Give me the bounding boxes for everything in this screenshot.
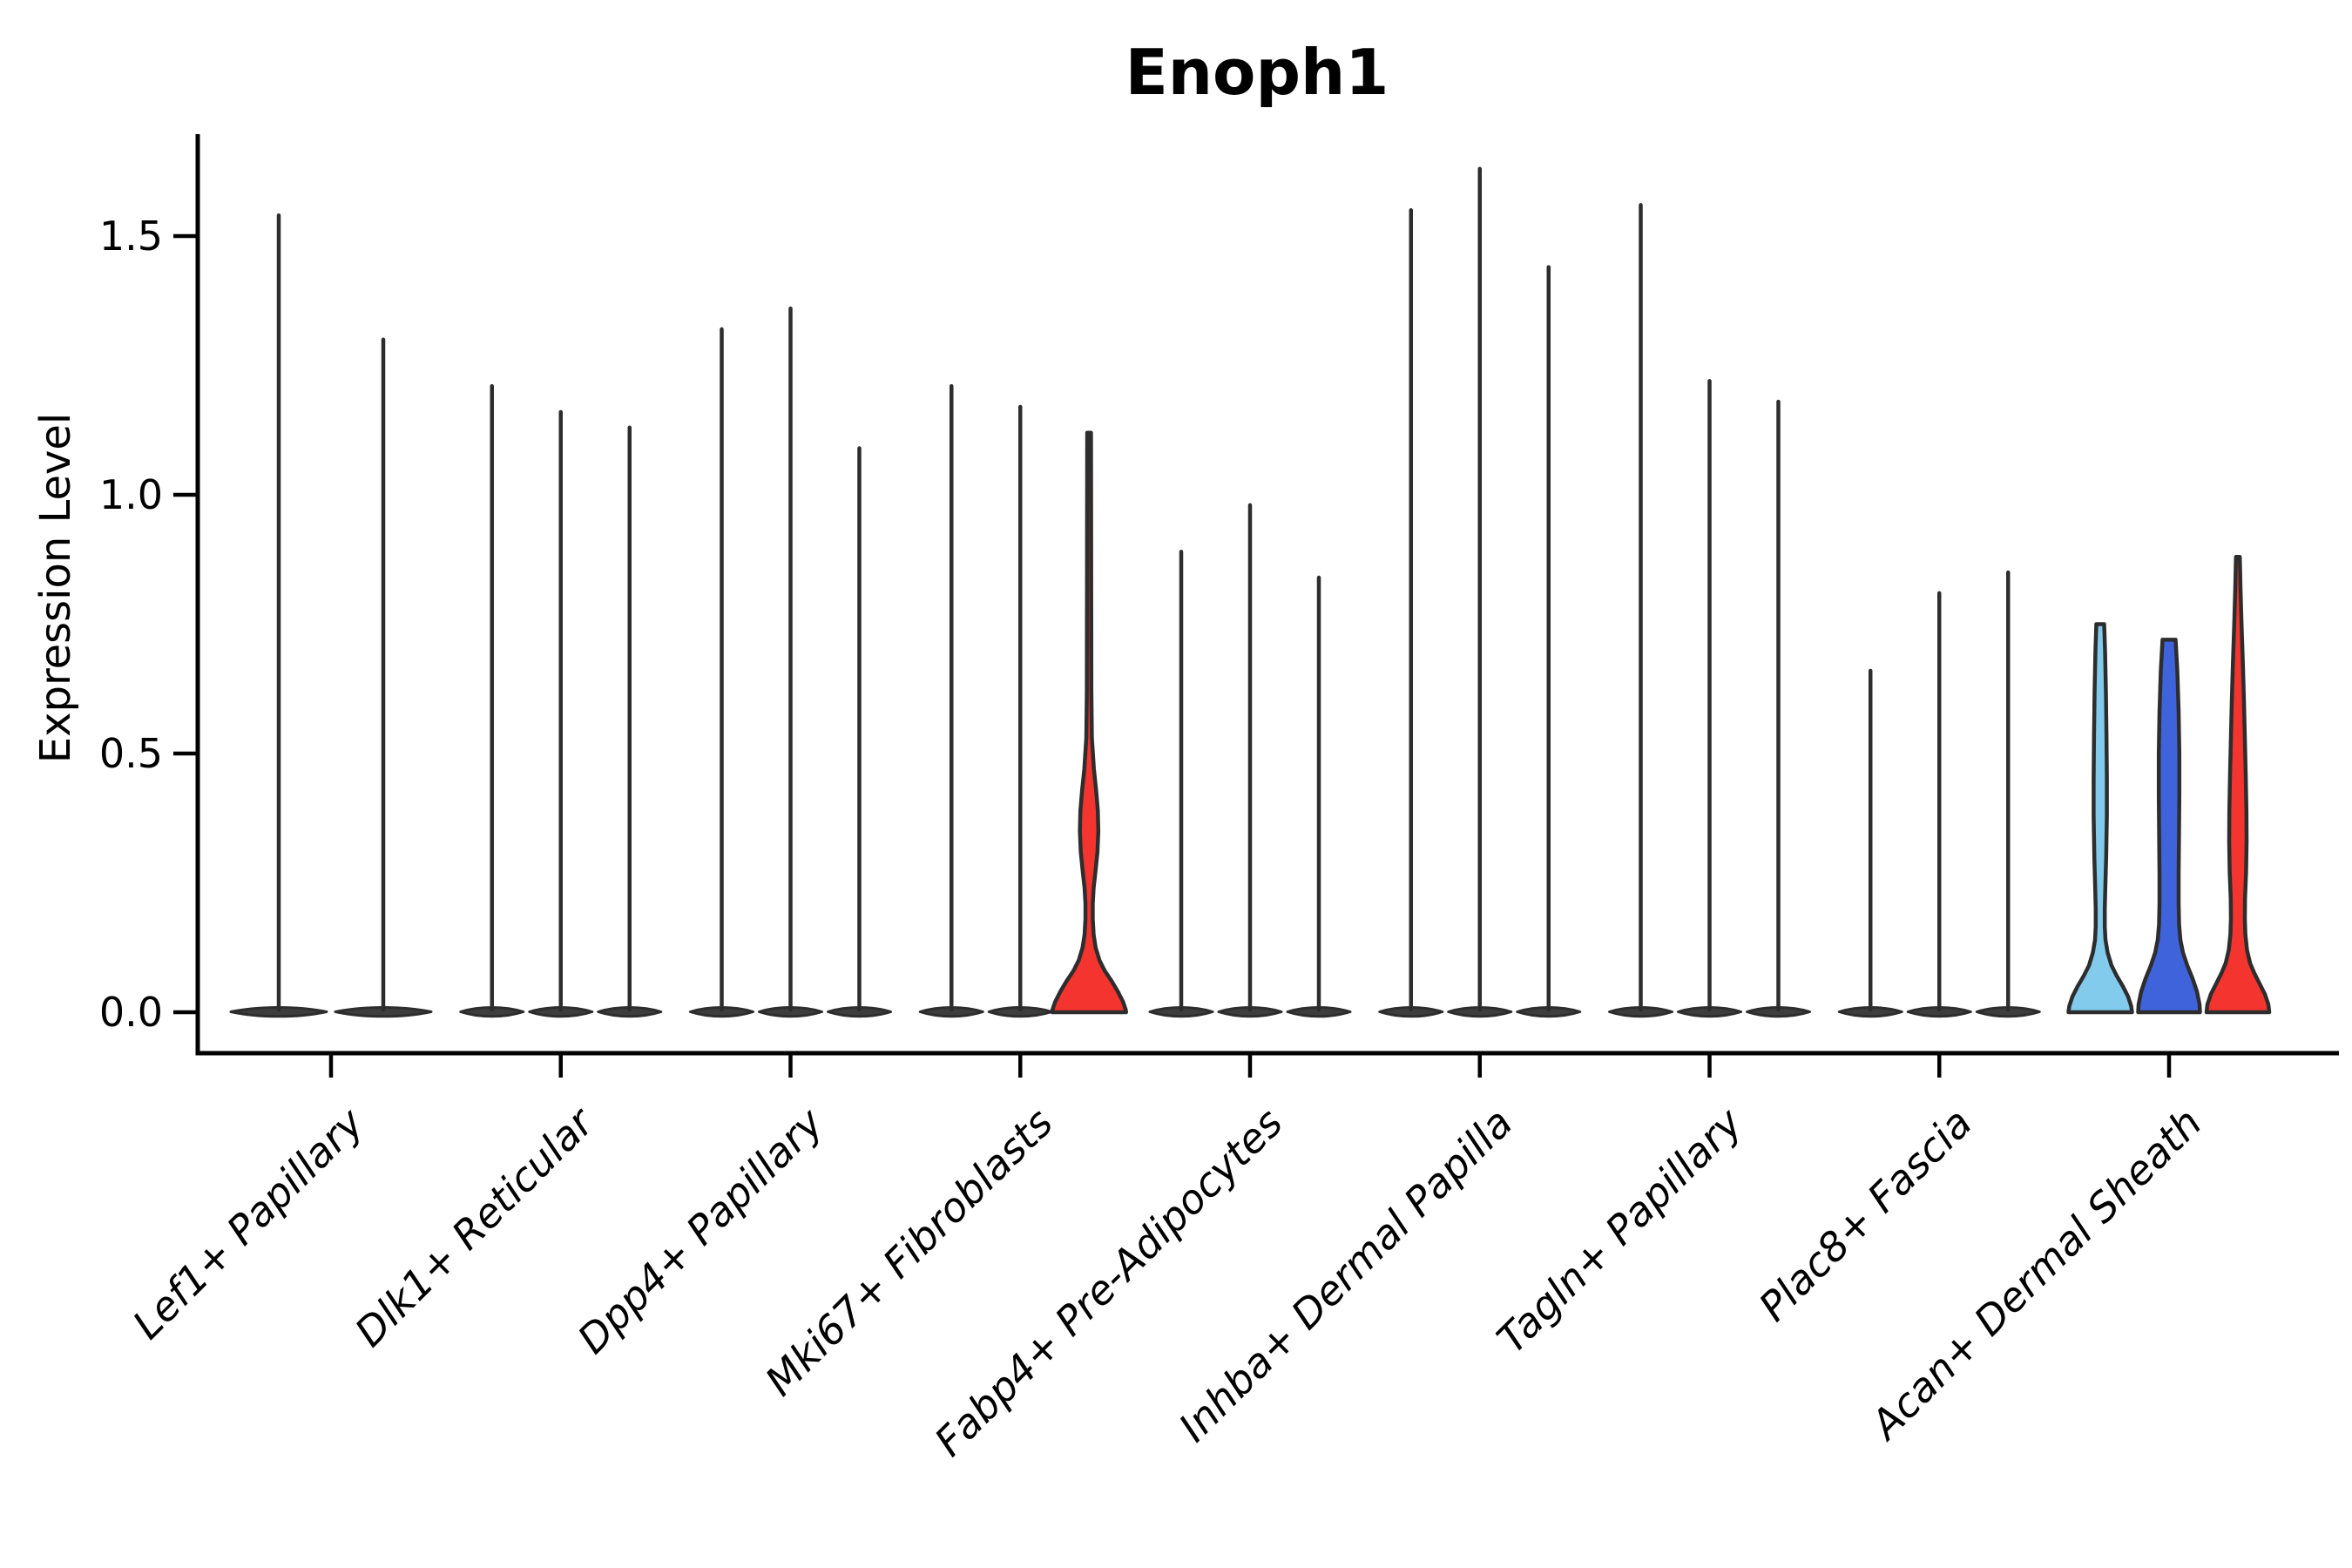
violin-base xyxy=(459,1006,525,1018)
violin-base xyxy=(528,1006,594,1018)
violin-base xyxy=(827,1006,892,1018)
violin-base xyxy=(1148,1006,1214,1018)
violin-base xyxy=(1516,1006,1582,1018)
y-tick-label: 0.0 xyxy=(99,989,163,1036)
violin-base xyxy=(334,1006,433,1018)
violin-body-red xyxy=(1050,430,1128,1015)
y-tick-label: 0.5 xyxy=(99,730,163,777)
x-category-label: Tagln+ Papillary xyxy=(1488,1098,1752,1362)
violin-base xyxy=(1286,1006,1352,1018)
chart-title: Enoph1 xyxy=(1125,36,1389,109)
violin-body-red xyxy=(2204,555,2272,1015)
violin-base xyxy=(1677,1006,1742,1018)
violin-base xyxy=(597,1006,663,1018)
x-category-label: Dpp4+ Papillary xyxy=(569,1098,833,1362)
violin-base xyxy=(1378,1006,1444,1018)
x-category-label: Plac8+ Fascia xyxy=(1750,1099,1981,1330)
violin-body-lightblue xyxy=(2066,622,2134,1015)
x-category-label: Dlk1+ Reticular xyxy=(346,1097,605,1355)
violin-base xyxy=(1447,1006,1513,1018)
violins-layer xyxy=(229,166,2272,1018)
violin-base xyxy=(1906,1006,1972,1018)
violin-base xyxy=(1608,1006,1673,1018)
violin-base xyxy=(1746,1006,1811,1018)
violin-body-blue xyxy=(2136,638,2202,1015)
y-tick-label: 1.5 xyxy=(99,213,163,260)
violin-base xyxy=(918,1006,984,1018)
y-tick-label: 1.0 xyxy=(99,471,163,518)
violin-base xyxy=(689,1006,754,1018)
violin-base xyxy=(1837,1006,1903,1018)
y-axis-ticks: 0.0 0.5 1.0 1.5 xyxy=(99,213,198,1036)
y-axis-label: Expression Level xyxy=(31,413,80,764)
violin-base xyxy=(758,1006,823,1018)
violin-base xyxy=(1975,1006,2041,1018)
x-category-label: Lef1+ Papillary xyxy=(124,1098,373,1348)
violin-base xyxy=(229,1006,328,1018)
violin-base xyxy=(1217,1006,1283,1018)
